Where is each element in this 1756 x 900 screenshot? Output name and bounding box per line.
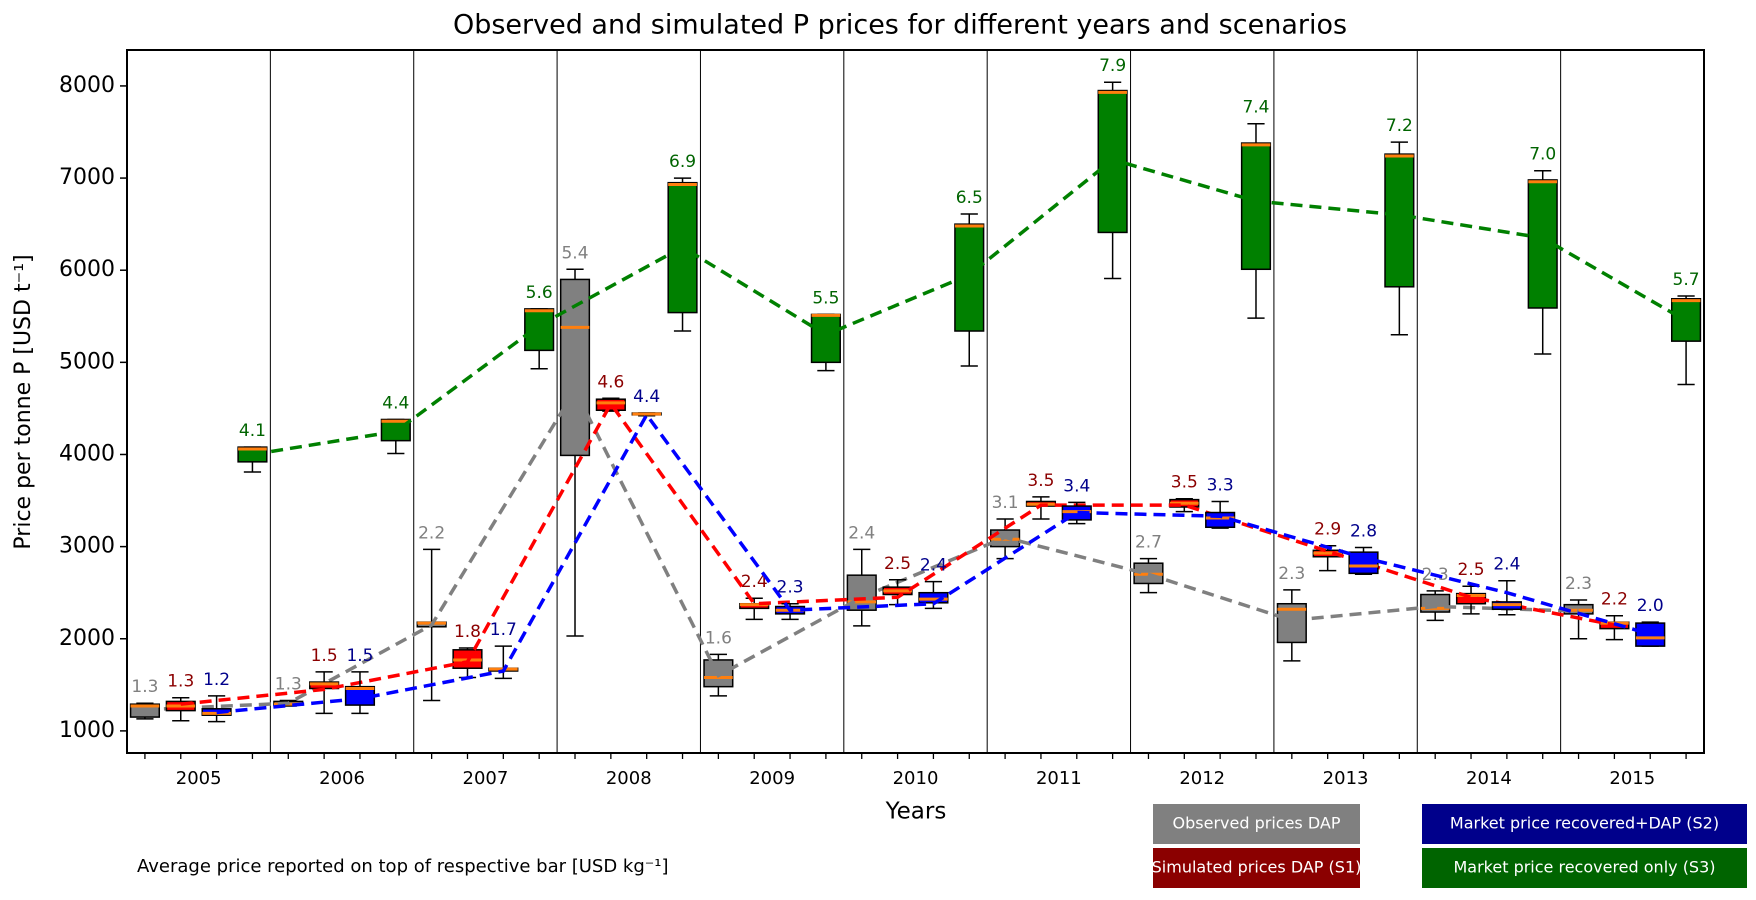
x-tick-label: 2011 bbox=[1036, 768, 1082, 789]
value-label: 4.4 bbox=[382, 393, 409, 413]
value-label: 6.9 bbox=[669, 152, 696, 172]
value-label: 3.3 bbox=[1207, 475, 1234, 495]
value-label: 6.5 bbox=[956, 188, 983, 208]
value-label: 2.3 bbox=[1565, 574, 1592, 594]
value-label: 2.4 bbox=[920, 556, 947, 576]
value-label: 2.7 bbox=[1135, 533, 1162, 553]
value-label: 2.2 bbox=[1601, 590, 1628, 610]
x-tick-label: 2007 bbox=[463, 768, 509, 789]
value-label: 2.3 bbox=[777, 578, 804, 598]
y-tick-label: 8000 bbox=[59, 73, 115, 98]
x-tick-label: 2009 bbox=[749, 768, 795, 789]
x-axis-label: Years bbox=[885, 799, 947, 825]
legend-label: Market price recovered+DAP (S2) bbox=[1450, 814, 1719, 833]
value-label: 5.5 bbox=[812, 288, 839, 308]
box bbox=[1635, 622, 1666, 647]
value-label: 2.9 bbox=[1314, 520, 1341, 540]
box bbox=[1240, 142, 1272, 271]
box bbox=[1348, 551, 1379, 575]
value-label: 1.2 bbox=[203, 670, 230, 690]
chart-title: Observed and simulated P prices for diff… bbox=[453, 10, 1347, 41]
box bbox=[1384, 153, 1415, 288]
y-tick-label: 1000 bbox=[59, 718, 115, 743]
y-axis-label: Price per tonne P [USD t⁻¹] bbox=[11, 254, 36, 549]
value-label: 3.4 bbox=[1063, 476, 1090, 496]
box bbox=[559, 278, 591, 457]
box bbox=[810, 313, 841, 364]
value-label: 7.4 bbox=[1242, 98, 1269, 118]
box bbox=[237, 446, 268, 463]
x-tick-label: 2012 bbox=[1179, 768, 1225, 789]
value-label: 7.0 bbox=[1529, 145, 1556, 165]
x-tick-label: 2010 bbox=[893, 768, 939, 789]
value-label: 7.2 bbox=[1386, 116, 1413, 136]
box bbox=[703, 659, 734, 688]
x-tick-label: 2008 bbox=[606, 768, 652, 789]
y-tick-label: 2000 bbox=[59, 626, 115, 651]
value-label: 1.5 bbox=[311, 646, 338, 666]
value-label: 1.5 bbox=[346, 646, 373, 666]
footnote: Average price reported on top of respect… bbox=[137, 856, 669, 877]
plot-frame bbox=[126, 49, 1705, 754]
y-tick-label: 6000 bbox=[59, 257, 115, 282]
value-label: 2.5 bbox=[884, 554, 911, 574]
x-tick-label: 2005 bbox=[176, 768, 222, 789]
value-label: 5.7 bbox=[1673, 270, 1700, 290]
y-tick-label: 4000 bbox=[59, 441, 115, 466]
box bbox=[846, 574, 877, 611]
mean-line bbox=[216, 411, 1651, 715]
legend-swatch bbox=[1153, 848, 1360, 888]
value-label: 4.1 bbox=[239, 421, 266, 441]
value-label: 2.3 bbox=[1278, 564, 1305, 584]
legend-label: Observed prices DAP bbox=[1173, 814, 1341, 833]
value-label: 4.4 bbox=[633, 387, 660, 407]
value-label: 4.6 bbox=[597, 372, 624, 392]
x-tick-label: 2006 bbox=[319, 768, 365, 789]
x-tick-label: 2014 bbox=[1466, 768, 1512, 789]
x-tick-label: 2015 bbox=[1609, 768, 1655, 789]
value-label: 7.9 bbox=[1099, 56, 1126, 76]
y-tick-label: 5000 bbox=[59, 349, 115, 374]
legend-swatch bbox=[1153, 804, 1360, 844]
value-label: 2.4 bbox=[848, 523, 875, 543]
box bbox=[524, 308, 555, 352]
value-label: 2.4 bbox=[741, 572, 768, 592]
value-label: 3.5 bbox=[1171, 473, 1198, 493]
value-label: 1.3 bbox=[131, 677, 158, 697]
x-tick-label: 2013 bbox=[1323, 768, 1369, 789]
value-label: 2.5 bbox=[1458, 560, 1485, 580]
value-label: 1.7 bbox=[490, 620, 517, 640]
legend-label: Simulated prices DAP (S1) bbox=[1152, 858, 1362, 877]
legend-swatch bbox=[1422, 804, 1747, 844]
value-label: 1.3 bbox=[275, 674, 302, 694]
value-label: 1.3 bbox=[167, 672, 194, 692]
value-label: 2.2 bbox=[418, 523, 445, 543]
value-label: 5.4 bbox=[561, 243, 588, 263]
mean-line bbox=[252, 157, 1687, 457]
value-label: 2.0 bbox=[1637, 596, 1664, 616]
legend-label: Market price recovered only (S3) bbox=[1453, 858, 1715, 877]
y-tick-label: 3000 bbox=[59, 534, 115, 559]
value-label: 1.6 bbox=[705, 628, 732, 648]
box bbox=[1527, 179, 1558, 309]
value-label: 3.5 bbox=[1027, 471, 1054, 491]
value-label: 2.4 bbox=[1493, 555, 1520, 575]
value-label: 3.1 bbox=[992, 493, 1019, 513]
legend-swatch bbox=[1422, 848, 1747, 888]
box bbox=[595, 398, 626, 412]
value-label: 2.8 bbox=[1350, 522, 1377, 542]
y-tick-label: 7000 bbox=[59, 165, 115, 190]
value-label: 5.6 bbox=[526, 283, 553, 303]
value-label: 1.8 bbox=[454, 622, 481, 642]
